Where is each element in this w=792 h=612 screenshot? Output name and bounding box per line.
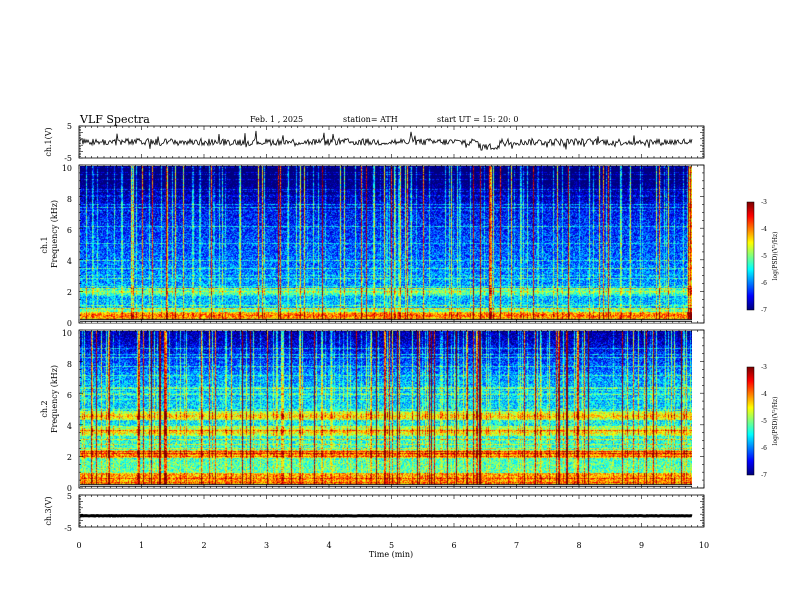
ch1-spec-channel-label: ch.1 [40, 236, 49, 253]
ch3-wave-tick-top: 5 [67, 492, 72, 501]
ch2-colorbar-label: log(PSD)(V²/Hz) [772, 397, 779, 446]
ch2-spec-tick-2: 2 [67, 453, 72, 462]
start-time-label: start UT = 15: 20: 0 [437, 115, 518, 124]
ch1-wave-tick-top: 5 [67, 122, 72, 131]
ch1-wave-ylabel: ch.1(V) [44, 127, 53, 156]
ch1-spectrogram-panel: 10 8 6 4 2 0 ch.1 Frequency (kHz) -3 -4 … [40, 164, 779, 328]
ch1-spec-ylabel: Frequency (kHz) [50, 200, 59, 268]
x-tick-0: 0 [76, 541, 81, 550]
ch2-spec-ylabel: Frequency (kHz) [50, 365, 59, 433]
ch2-cbar-tick-m7: -7 [761, 472, 767, 479]
x-tick-10: 10 [699, 541, 709, 550]
x-tick-5: 5 [389, 541, 394, 550]
x-tick-9: 9 [639, 541, 644, 550]
ch1-waveform-panel: 5 -5 ch.1(V) [44, 122, 705, 163]
x-tick-1: 1 [139, 541, 144, 550]
ch2-cbar-tick-m6: -6 [761, 445, 767, 452]
ch1-spectrogram-image [80, 166, 692, 323]
ch1-spec-tick-4: 4 [67, 257, 72, 266]
x-tick-2: 2 [201, 541, 206, 550]
ch2-spectrogram-panel: 10 8 6 4 2 0 ch.2 Frequency (kHz) -3 -4 … [40, 329, 779, 493]
ch1-cbar-tick-m6: -6 [761, 280, 767, 287]
ch1-cbar-tick-m4: -4 [761, 226, 767, 233]
ch2-cbar-tick-m5: -5 [761, 418, 767, 425]
ch1-spec-tick-0: 0 [67, 319, 72, 328]
ch2-colorbar [747, 367, 754, 475]
station-label: station= ATH [343, 115, 398, 124]
x-tick-4: 4 [326, 541, 331, 550]
ch1-cbar-tick-m5: -5 [761, 253, 767, 260]
x-tick-8: 8 [576, 541, 581, 550]
ch1-spec-tick-2: 2 [67, 288, 72, 297]
x-tick-7: 7 [514, 541, 519, 550]
ch1-spec-tick-10: 10 [62, 164, 72, 173]
ch1-cbar-tick-m7: -7 [761, 307, 767, 314]
ch1-cbar-tick-m3: -3 [761, 199, 767, 206]
ch2-spectrogram-image [80, 331, 692, 488]
ch1-colorbar [747, 202, 754, 310]
ch3-wave-frame [78, 494, 705, 528]
ch1-waveform-trace [79, 130, 693, 151]
ch2-spec-tick-10: 10 [62, 329, 72, 338]
ch2-spec-tick-6: 6 [67, 391, 72, 400]
axis-tick-marks [78, 125, 705, 528]
ch3-wave-ylabel: ch.3(V) [44, 496, 53, 525]
ch1-wave-tick-bottom: -5 [64, 154, 72, 163]
x-tick-3: 3 [264, 541, 269, 550]
x-axis: 0 1 2 3 4 5 6 7 8 9 10 Time (min) [76, 541, 709, 559]
ch3-wave-tick-bottom: -5 [64, 524, 72, 533]
x-tick-6: 6 [451, 541, 456, 550]
ch1-spec-tick-8: 8 [67, 195, 72, 204]
x-axis-label: Time (min) [369, 550, 413, 559]
ch2-spec-tick-0: 0 [67, 484, 72, 493]
ch2-spec-tick-8: 8 [67, 360, 72, 369]
ch2-spec-tick-4: 4 [67, 422, 72, 431]
ch2-spec-channel-label: ch.2 [40, 400, 49, 417]
ch3-waveform-panel: 5 -5 ch.3(V) [44, 492, 705, 533]
ch1-colorbar-label: log(PSD)(V²/Hz) [772, 232, 779, 281]
date-label: Feb. 1 , 2025 [250, 115, 303, 124]
ch2-cbar-tick-m3: -3 [761, 364, 767, 371]
ch2-cbar-tick-m4: -4 [761, 391, 767, 398]
ch1-spec-tick-6: 6 [67, 226, 72, 235]
figure-title: VLF Spectra [79, 113, 150, 126]
